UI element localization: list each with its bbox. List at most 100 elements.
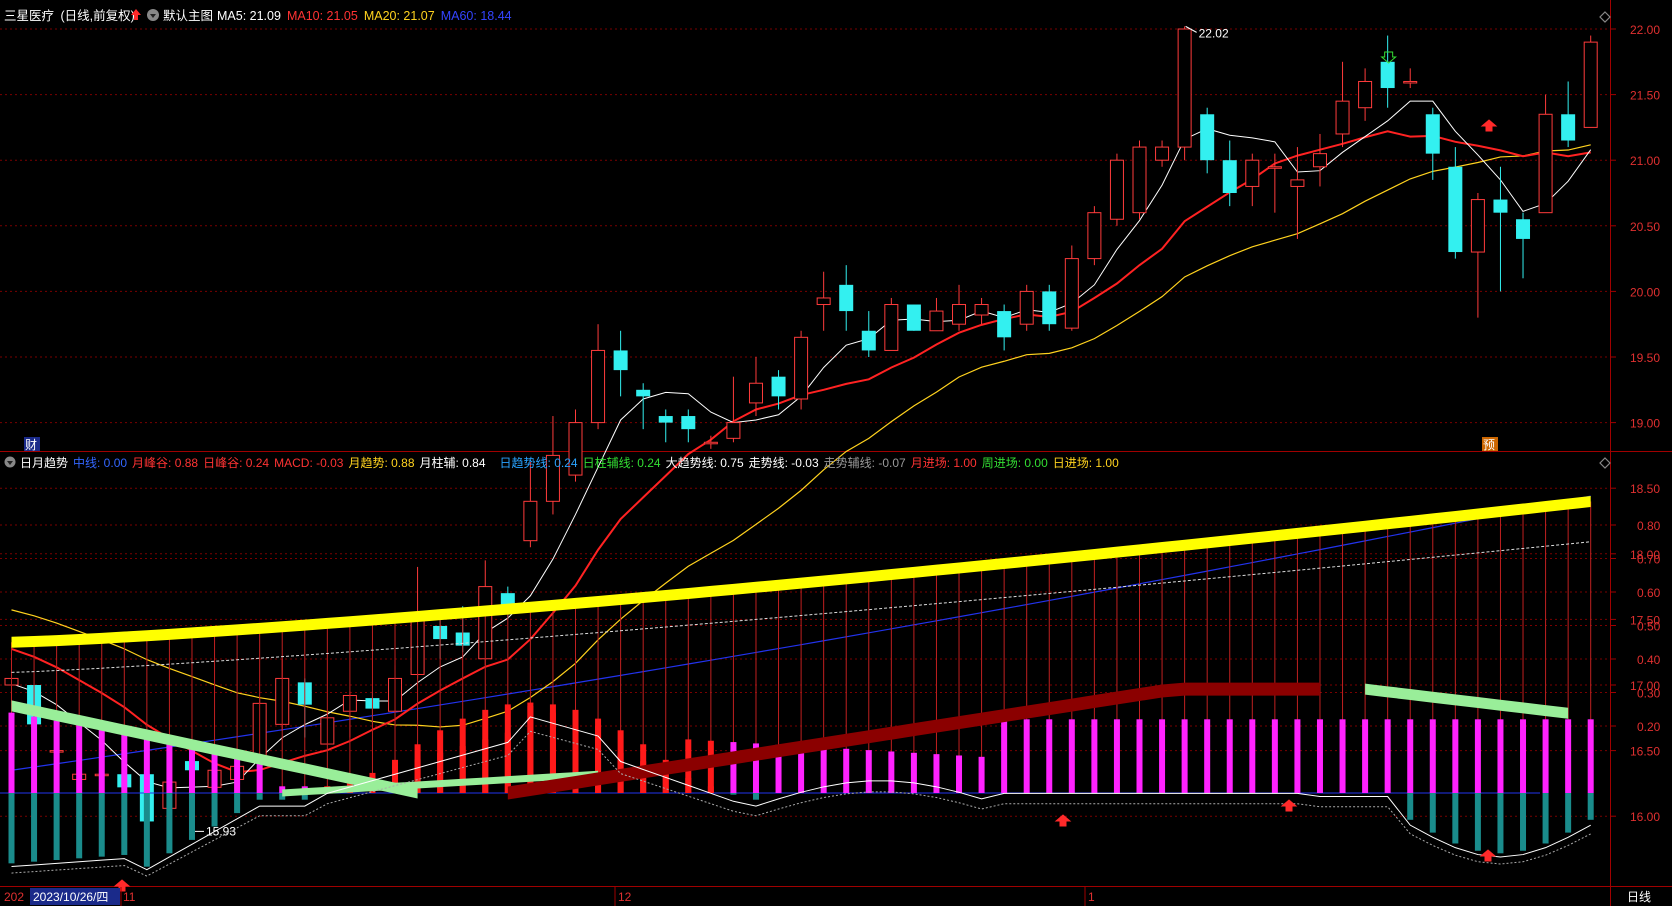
histogram-bar-negative: [31, 793, 38, 862]
collapse-icon[interactable]: [1599, 11, 1611, 23]
candle-body-up: [1403, 80, 1418, 84]
month-label-nov: 11: [123, 890, 136, 904]
indicator-tick-label: 0.70: [1637, 553, 1661, 567]
ma-legend: MA5: 21.09 MA10: 21.05 MA20: 21.07 MA60: 18…: [217, 9, 512, 23]
cursor-date: 2023/10/26/四: [33, 890, 108, 904]
candle-body-down: [1493, 199, 1508, 213]
forecast-badge-bg: [1482, 437, 1498, 451]
main-annotations: 22.02 15.93 财 预: [24, 25, 1498, 838]
indicator-name: 日月趋势: [20, 456, 68, 470]
histogram-bar-positive: [76, 724, 83, 793]
histogram-bar-negative: [143, 793, 150, 867]
histogram-bar-negative: [8, 793, 15, 864]
histogram-bar-positive: [1113, 719, 1120, 793]
candle-body-down: [1425, 114, 1440, 154]
settings-circle-icon[interactable]: [147, 9, 159, 21]
indicator-legend-item: 月进场: 1.00: [911, 456, 977, 470]
walk-aux-line: [11, 730, 1591, 877]
histogram-bar-positive: [1520, 719, 1527, 793]
price-tick-label: 19.50: [1630, 351, 1660, 365]
candlestick-series: [4, 26, 1598, 826]
histogram-bar-red: [549, 712, 556, 793]
candle-body-up: [1064, 258, 1079, 329]
histogram-bar-positive: [1181, 719, 1188, 793]
yellow-trend-band: [11, 496, 1591, 648]
candle-body-down: [1222, 160, 1237, 193]
price-tick-label: 20.50: [1630, 220, 1660, 234]
indicator-collapse-icon[interactable]: [1599, 457, 1611, 469]
entry-arrow-icon: [1280, 799, 1298, 812]
candle-body-up: [1087, 212, 1102, 260]
histogram-bar-positive: [820, 747, 827, 793]
histogram-bar-positive: [1362, 719, 1369, 793]
ma20-line: [11, 144, 1591, 728]
main-legend: 三星医疗 (日线,前复权): [4, 8, 135, 23]
price-tick-label: 18.00: [1630, 548, 1660, 562]
cursor-date-box: [30, 888, 120, 905]
histogram-bar-negative: [53, 793, 60, 860]
candle-body-down: [681, 416, 696, 430]
candle-body-down: [906, 304, 921, 331]
histogram-bar-positive: [1046, 719, 1053, 793]
histogram-bar-negative: [1429, 793, 1436, 833]
histogram-bar-negative: [256, 793, 263, 800]
histogram-bar-positive: [98, 728, 105, 793]
indicator-tick-label: 0.50: [1637, 620, 1661, 634]
indicator-legend-item: 月趋势: 0.88: [348, 456, 414, 470]
histogram-bar-positive: [143, 736, 150, 793]
indicator-legend-item: 中线: 0.00: [73, 455, 127, 470]
histogram-bar-negative: [1520, 793, 1527, 851]
histogram-bar-positive: [256, 756, 263, 793]
histogram-bar-negative: [1452, 793, 1459, 844]
histogram-bar-red: [572, 719, 579, 793]
month-label-jan: 1: [1088, 890, 1095, 904]
candle-body-up: [1583, 41, 1598, 128]
histogram-bar-positive: [1429, 719, 1436, 793]
price-tick-label: 18.50: [1630, 482, 1660, 496]
histogram-bar-positive: [1294, 719, 1301, 793]
histogram-bar-positive: [956, 755, 963, 793]
histogram-bar-positive: [1384, 719, 1391, 793]
candle-body-up: [929, 310, 944, 332]
candle-body-up: [884, 304, 899, 351]
histogram-bar-negative: [1407, 793, 1414, 820]
period-tab[interactable]: 日线: [1627, 890, 1651, 904]
candle-body-up: [1267, 166, 1282, 169]
candle-body-up: [816, 297, 831, 306]
price-tick-label: 17.50: [1630, 613, 1660, 627]
histogram-bar-positive: [166, 740, 173, 793]
candle-body-up: [794, 336, 809, 400]
candle-body-up: [545, 454, 560, 502]
indicator-legend-item: 日峰谷: 0.24: [203, 456, 269, 470]
histogram-bar-negative: [166, 793, 173, 854]
indicator-tick-label: 0.60: [1637, 586, 1661, 600]
sell-signal-arrow-icon: [1380, 51, 1398, 64]
histogram-bar-red: [527, 705, 534, 793]
histogram-bar-positive: [1204, 719, 1211, 793]
stock-name[interactable]: 三星医疗: [4, 9, 54, 23]
histogram-bar-positive: [211, 748, 218, 793]
indicator-tick-label: 0.40: [1637, 653, 1661, 667]
histogram-bar-positive: [865, 750, 872, 793]
main-chart-selector[interactable]: 默认主图: [163, 8, 213, 23]
histogram-bar-negative: [188, 793, 195, 840]
candle-body-down: [1200, 114, 1215, 161]
financial-badge-bg: [24, 437, 40, 451]
indicator-grid: [0, 524, 1610, 727]
candle-body-down: [1042, 291, 1057, 325]
histogram-bar-positive: [798, 746, 805, 793]
price-tick-label: 16.50: [1630, 745, 1660, 759]
histogram-bar-red: [662, 769, 669, 793]
buy-signal-arrow-icon: [1480, 119, 1498, 132]
price-tick-label: 19.00: [1630, 417, 1660, 431]
indicator-settings-icon[interactable]: [4, 456, 16, 468]
price-tick-label: 20.00: [1630, 285, 1660, 299]
histogram-bar-positive: [1001, 719, 1008, 793]
financial-badge-icon: 财: [25, 438, 37, 452]
histogram-bar-positive: [752, 743, 759, 793]
candle-body-down: [636, 389, 651, 397]
histogram-bar-positive: [1587, 719, 1594, 793]
histogram-bar-positive: [188, 744, 195, 793]
